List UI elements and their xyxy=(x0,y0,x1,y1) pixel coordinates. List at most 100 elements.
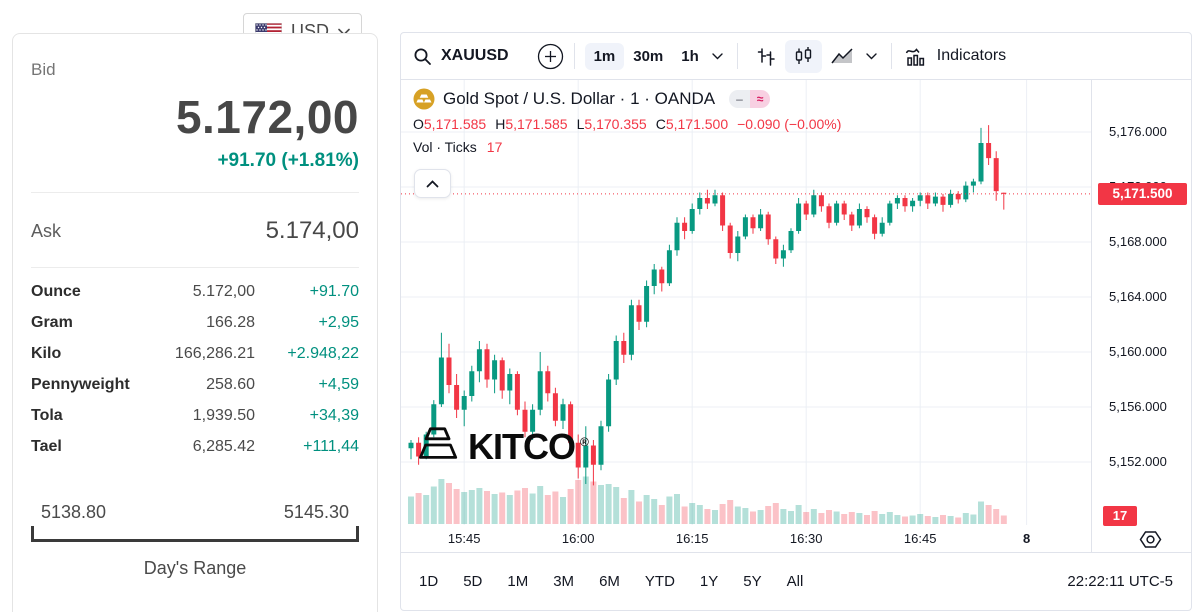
unit-change: +111,44 xyxy=(303,437,359,455)
volume-value: 17 xyxy=(486,139,503,155)
ask-price: 5.174,00 xyxy=(265,217,359,244)
ask-row: Ask 5.174,00 xyxy=(31,193,359,267)
unit-value: 5.172,00 xyxy=(192,282,255,300)
candles-style-icon[interactable] xyxy=(784,39,822,73)
interval-button-1h[interactable]: 1h xyxy=(681,47,699,65)
price-tick-label: 5,160.000 xyxy=(1109,344,1167,359)
collapse-legend-button[interactable] xyxy=(414,169,451,198)
time-tick-label: 16:15 xyxy=(675,531,709,546)
unit-label: Gram xyxy=(31,313,73,331)
compare-add-icon[interactable] xyxy=(537,43,564,70)
divider xyxy=(31,192,359,193)
chart-panel: XAUUSD 1m 30m 1h xyxy=(400,32,1192,611)
table-row: Ounce 5.172,00 +91.70 xyxy=(31,276,359,307)
unit-change: +2,95 xyxy=(318,313,359,331)
unit-label: Ounce xyxy=(31,282,81,300)
chart-canvas[interactable] xyxy=(401,80,1091,525)
range-button-ytd[interactable]: YTD xyxy=(644,573,675,590)
ask-label: Ask xyxy=(31,220,62,241)
gold-coin-icon xyxy=(413,88,435,110)
range-button-all[interactable]: All xyxy=(786,573,804,590)
ohlc-item: C5,171.500 xyxy=(655,116,729,132)
interval-menu-chevron-icon[interactable] xyxy=(708,49,727,64)
price-tick-label: 5,176.000 xyxy=(1109,124,1167,139)
units-table: Ounce 5.172,00 +91.70 Gram 166.28 +2,95 … xyxy=(31,276,359,462)
chart-toolbar: XAUUSD 1m 30m 1h xyxy=(401,33,1191,80)
settings-gear-icon[interactable] xyxy=(1138,528,1163,551)
range-high: 5145.30 xyxy=(283,502,349,522)
range-button-3m[interactable]: 3M xyxy=(553,573,575,590)
search-icon[interactable] xyxy=(413,47,432,66)
range-button-5y[interactable]: 5Y xyxy=(743,573,762,590)
unit-change: +34,39 xyxy=(309,406,359,424)
toolbar-divider xyxy=(736,43,738,69)
quote-card: Bid 5.172,00 +91.70 (+1.81%) Ask 5.174,0… xyxy=(12,33,378,612)
table-row: Tola 1,939.50 +34,39 xyxy=(31,400,359,431)
bars-style-icon[interactable] xyxy=(748,40,785,73)
chevron-up-icon xyxy=(426,179,439,188)
range-button-1m[interactable]: 1M xyxy=(507,573,529,590)
chart-symbol-title[interactable]: Gold Spot / U.S. Dollar · 1 · OANDA xyxy=(443,89,716,108)
interval-button-30m[interactable]: 30m xyxy=(633,47,664,65)
unit-label: Pennyweight xyxy=(31,375,130,393)
range-button-5d[interactable]: 5D xyxy=(463,573,483,590)
approx-pill[interactable]: ≈ xyxy=(749,90,771,108)
ohlc-item: L5,170.355 xyxy=(576,116,647,132)
unit-value: 258.60 xyxy=(206,375,255,393)
table-row: Tael 6,285.42 +111,44 xyxy=(31,431,359,462)
ohlc-item: O5,171.585 xyxy=(413,116,487,132)
range-label: Day's Range xyxy=(143,558,247,578)
unit-value: 1,939.50 xyxy=(192,406,255,424)
style-menu-chevron-icon[interactable] xyxy=(862,49,881,64)
chart-bottom-bar: 1D 5D 1M 3M 6M YTD 1Y 5Y All 22:22:11 UTC-5 xyxy=(401,553,1191,610)
time-tick-label: 16:00 xyxy=(561,531,595,546)
unit-value: 166,286.21 xyxy=(174,344,255,362)
price-tick-label: 5,168.000 xyxy=(1109,234,1167,249)
kitco-watermark-text: KITCO xyxy=(468,426,576,467)
clock[interactable]: 22:22:11 UTC-5 xyxy=(1067,573,1173,590)
time-axis[interactable]: 15:45 16:00 16:15 16:30 16:45 8 xyxy=(401,525,1191,553)
area-style-icon[interactable] xyxy=(822,40,862,73)
price-axis-separator xyxy=(1091,80,1092,553)
volume-label: Vol · Ticks xyxy=(413,139,477,155)
interval-button-1m[interactable]: 1m xyxy=(584,42,625,70)
unit-value: 6,285.42 xyxy=(192,437,255,455)
unit-label: Tael xyxy=(31,437,62,455)
volume-badge: 17 xyxy=(1103,505,1137,526)
time-tick-label: 16:30 xyxy=(789,531,823,546)
days-range: 5138.80 5145.30 Day's Range xyxy=(31,502,359,579)
table-row: Pennyweight 258.60 +4,59 xyxy=(31,369,359,400)
indicators-label: Indicators xyxy=(936,47,1007,64)
ohlc-item: H5,171.585 xyxy=(495,116,568,132)
unit-change: +91.70 xyxy=(309,282,359,300)
table-row: Kilo 166,286.21 +2.948,22 xyxy=(31,338,359,369)
volume-row: Vol · Ticks 17 xyxy=(413,139,841,155)
range-bracket xyxy=(31,526,359,542)
range-button-1d[interactable]: 1D xyxy=(419,573,439,590)
range-buttons: 1D 5D 1M 3M 6M YTD 1Y 5Y All xyxy=(419,573,803,590)
ohlc-change: −0.090 (−0.00%) xyxy=(737,116,842,132)
unit-change: +2.948,22 xyxy=(287,344,359,362)
toolbar-divider xyxy=(890,43,892,69)
time-tick-label: 8 xyxy=(1022,531,1031,546)
legend-pills[interactable]: – ≈ xyxy=(729,90,771,108)
indicators-button[interactable]: Indicators xyxy=(904,45,1006,67)
price-tick-label: 5,156.000 xyxy=(1109,399,1167,414)
price-tick-label: 5,152.000 xyxy=(1109,454,1167,469)
divider xyxy=(31,267,359,268)
minus-pill[interactable]: – xyxy=(729,90,750,108)
price-tick-label: 5,164.000 xyxy=(1109,289,1167,304)
chart-legend: Gold Spot / U.S. Dollar · 1 · OANDA – ≈ … xyxy=(413,88,841,155)
ohlc-values: O5,171.585 H5,171.585 L5,170.355 C5,171.500… xyxy=(413,116,841,132)
range-button-6m[interactable]: 6M xyxy=(599,573,620,590)
table-row: Gram 166.28 +2,95 xyxy=(31,307,359,338)
symbol-button[interactable]: XAUUSD xyxy=(441,47,509,64)
unit-label: Kilo xyxy=(31,344,62,362)
kitco-logo-icon xyxy=(415,425,463,465)
time-tick-label: 16:45 xyxy=(903,531,937,546)
unit-label: Tola xyxy=(31,406,63,424)
last-price-label: 5,171.500 xyxy=(1098,182,1187,205)
time-tick-label: 15:45 xyxy=(447,531,481,546)
range-low: 5138.80 xyxy=(41,502,107,522)
range-button-1y[interactable]: 1Y xyxy=(699,573,719,590)
